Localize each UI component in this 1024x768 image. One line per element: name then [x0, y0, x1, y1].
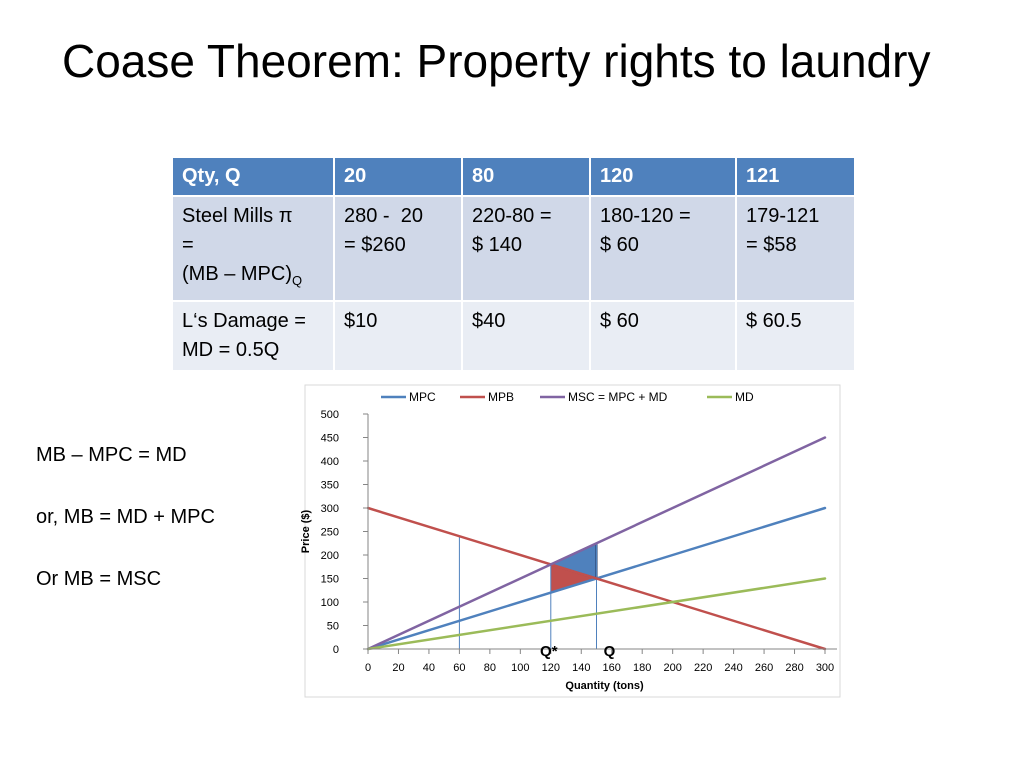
- y-tick-label: 0: [333, 644, 339, 656]
- coase-table: Qty, Q 20 80 120 121 Steel Mills π = (MB…: [171, 156, 856, 372]
- cell-line: L‘s Damage =: [182, 310, 306, 332]
- y-tick-label: 500: [321, 409, 339, 421]
- x-tick-label: 140: [572, 662, 590, 674]
- slide-title: Coase Theorem: Property rights to laundr…: [62, 35, 931, 87]
- x-tick-label: 200: [663, 662, 681, 674]
- cell-line: 220-80 =: [472, 205, 552, 227]
- formula-text: (MB – MPC): [182, 263, 292, 285]
- cell-line: (MB – MPC)Q: [182, 260, 323, 295]
- series-line: [366, 506, 827, 651]
- cell-line: Steel Mills π: [182, 205, 293, 227]
- cell-line: = $58: [746, 234, 797, 256]
- x-tick-label: 60: [453, 662, 465, 674]
- y-tick-label: 150: [321, 574, 339, 586]
- table-cell: 280 - 20 = $260: [333, 195, 463, 302]
- cell-line: = $260: [344, 234, 406, 256]
- table-row: L‘s Damage = MD = 0.5Q $10 $40 $ 60 $ 60…: [171, 300, 856, 372]
- table-row: Steel Mills π = (MB – MPC)Q 280 - 20 = $…: [171, 195, 856, 302]
- equation-line: or, MB = MD + MPC: [36, 506, 215, 528]
- cell-line: =: [182, 234, 194, 256]
- y-tick-label: 400: [321, 456, 339, 468]
- x-tick-label: 100: [511, 662, 529, 674]
- series-line: [366, 436, 827, 651]
- cell-line: 179-121: [746, 205, 820, 227]
- series-line: [366, 577, 827, 651]
- cell-line: $ 60: [600, 234, 639, 256]
- shaded-region: [550, 564, 597, 593]
- cell-line: $ 140: [472, 234, 523, 256]
- y-tick-label: 200: [321, 550, 339, 562]
- x-tick-label: 40: [423, 662, 435, 674]
- chart-frame: [304, 384, 841, 698]
- table-header-cell: 20: [333, 156, 463, 197]
- table-cell: 179-121 = $58: [735, 195, 856, 302]
- cell-line: MD = 0.5Q: [182, 339, 280, 361]
- legend-label: MSC = MPC + MD: [568, 390, 668, 404]
- formula-subscript: Q: [292, 273, 303, 288]
- x-tick-label: 280: [785, 662, 803, 674]
- table-header-cell: 120: [589, 156, 737, 197]
- row-label-steel-mills: Steel Mills π = (MB – MPC)Q: [171, 195, 335, 302]
- legend-label: MPB: [488, 390, 514, 404]
- table-cell: $ 60: [589, 300, 737, 372]
- y-tick-label: 350: [321, 480, 339, 492]
- legend-label: MD: [735, 390, 754, 404]
- legend-label: MPC: [409, 390, 436, 404]
- cell-line: 280 - 20: [344, 205, 423, 227]
- y-axis-title: Price ($): [300, 509, 312, 553]
- annotation-label: Q*: [540, 643, 558, 660]
- y-tick-label: 450: [321, 433, 339, 445]
- x-tick-label: 80: [484, 662, 496, 674]
- x-tick-label: 260: [755, 662, 773, 674]
- x-axis-title: Quantity (tons): [565, 680, 644, 692]
- table-header-cell: Qty, Q: [171, 156, 335, 197]
- equation-line: Or MB = MSC: [36, 568, 162, 590]
- side-equations: MB – MPC = MD or, MB = MD + MPC Or MB = …: [36, 440, 215, 595]
- table-cell: $10: [333, 300, 463, 372]
- x-tick-label: 240: [724, 662, 742, 674]
- y-tick-label: 300: [321, 503, 339, 515]
- cell-line: 180-120 =: [600, 205, 691, 227]
- annotation-label: Q: [604, 643, 616, 660]
- table-cell: $ 60.5: [735, 300, 856, 372]
- x-tick-label: 20: [392, 662, 404, 674]
- x-tick-label: 120: [542, 662, 560, 674]
- x-tick-label: 160: [603, 662, 621, 674]
- table-cell: 180-120 = $ 60: [589, 195, 737, 302]
- table-header-row: Qty, Q 20 80 120 121: [171, 156, 856, 197]
- x-tick-label: 300: [816, 662, 834, 674]
- row-label-damage: L‘s Damage = MD = 0.5Q: [171, 300, 335, 372]
- y-tick-label: 50: [327, 621, 339, 633]
- y-tick-label: 250: [321, 527, 339, 539]
- y-tick-label: 100: [321, 597, 339, 609]
- table-cell: 220-80 = $ 140: [461, 195, 591, 302]
- x-tick-label: 220: [694, 662, 712, 674]
- x-tick-label: 180: [633, 662, 651, 674]
- equation-line: MB – MPC = MD: [36, 444, 187, 466]
- table-header-cell: 121: [735, 156, 856, 197]
- table-header-cell: 80: [461, 156, 591, 197]
- table-cell: $40: [461, 300, 591, 372]
- x-tick-label: 0: [365, 662, 371, 674]
